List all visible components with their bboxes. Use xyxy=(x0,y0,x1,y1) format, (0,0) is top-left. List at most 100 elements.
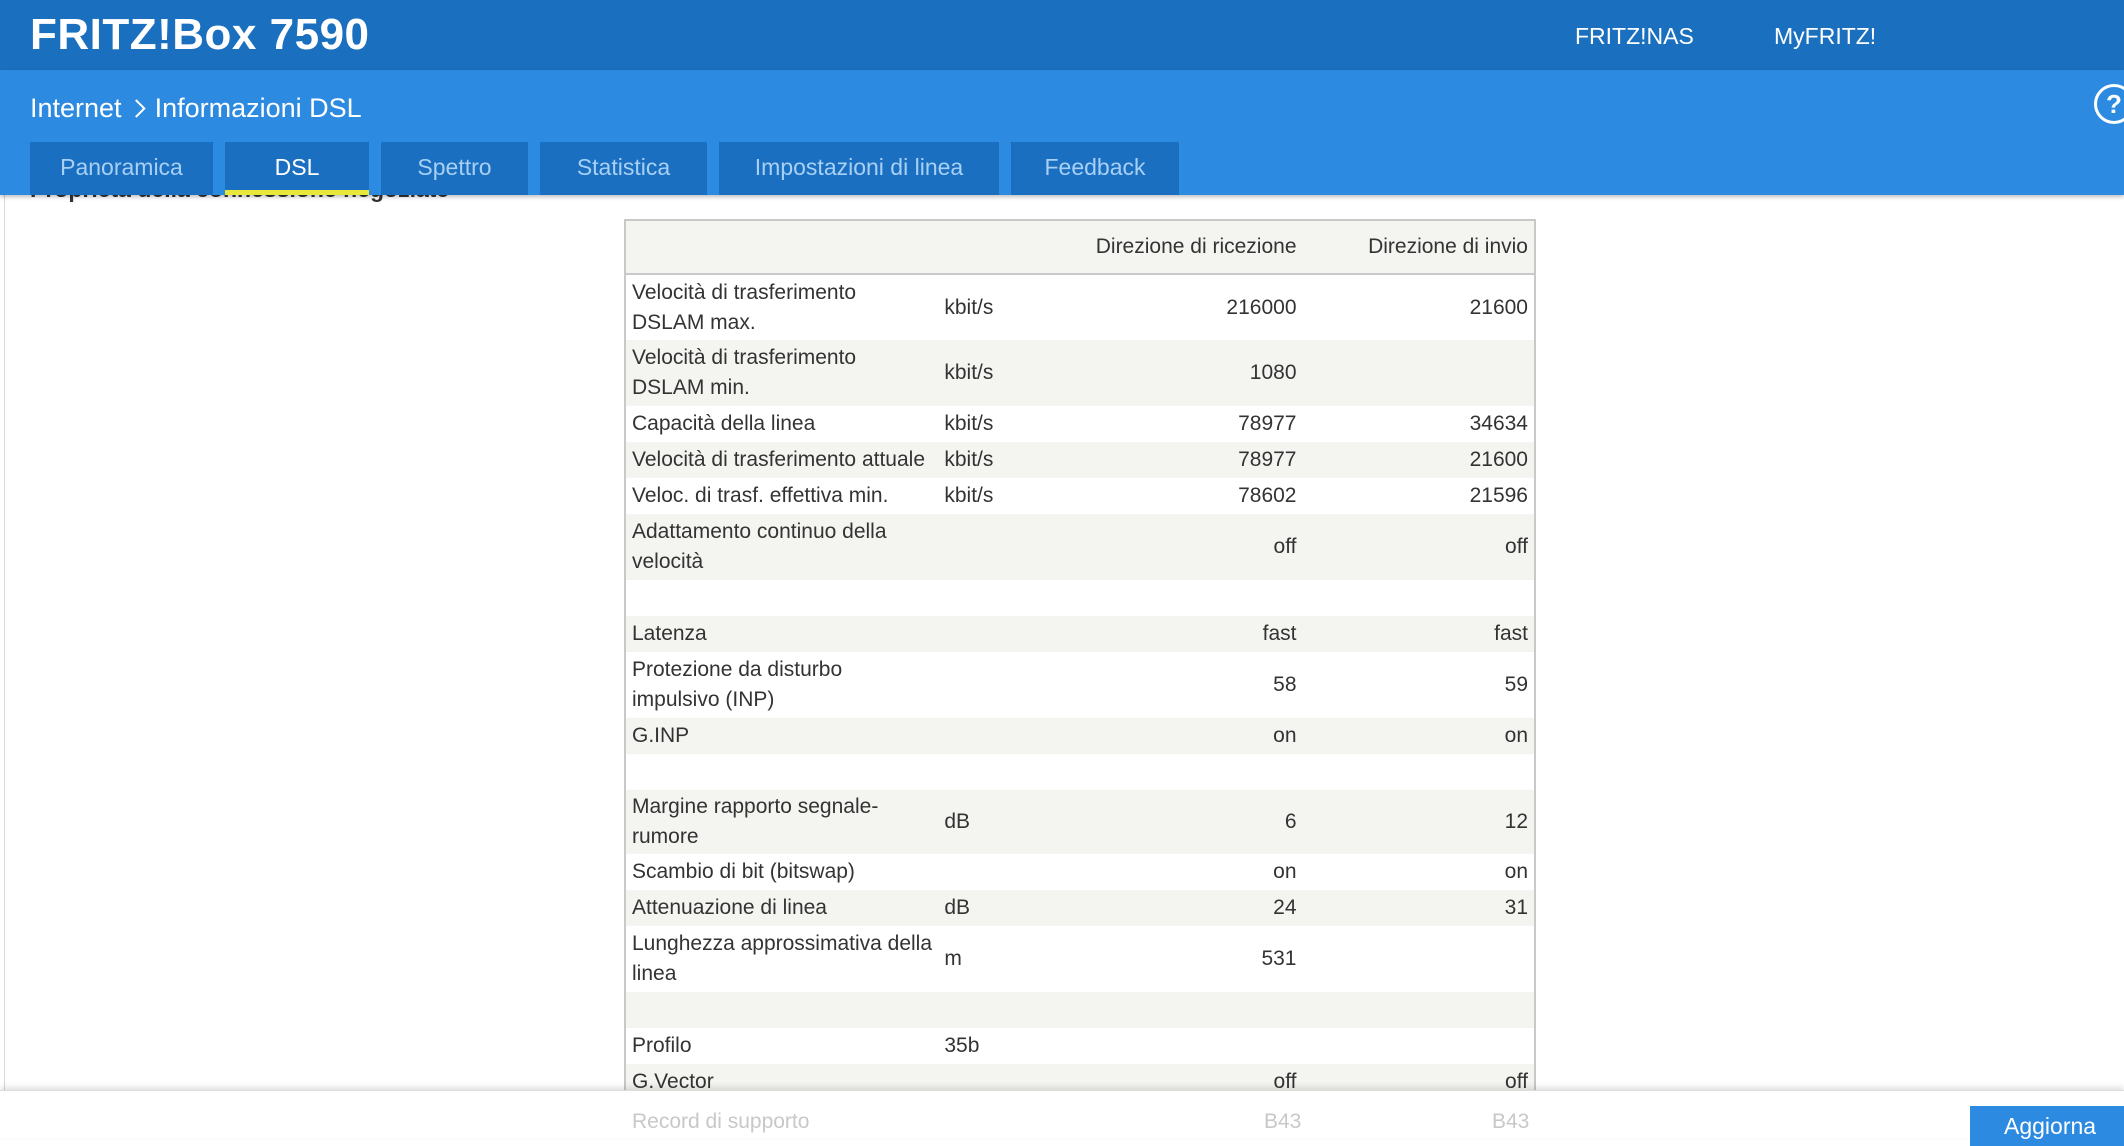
row-label: Velocità di trasferimento DSLAM min. xyxy=(632,346,857,399)
dsl-properties-table: Direzione di ricezione Direzione di invi… xyxy=(624,219,1536,1101)
row-unit: kbit/s xyxy=(944,412,994,435)
table-row: Attenuazione di linea dB 24 31 xyxy=(625,890,1535,926)
row-rx-value: 1080 xyxy=(1249,361,1297,384)
table-row: Protezione da disturbo impulsivo (INP) 5… xyxy=(625,652,1535,718)
row-label: Veloc. di trasf. effettiva min. xyxy=(632,484,889,507)
row-tx-value: 21596 xyxy=(1469,484,1528,507)
row-unit xyxy=(938,580,1058,616)
row-rx-value xyxy=(1058,1028,1302,1064)
row-label: G.INP xyxy=(632,724,690,747)
row-rx-value: 58 xyxy=(1273,673,1297,696)
row-rx-value: 78977 xyxy=(1238,448,1297,471)
row-tx-value xyxy=(1303,340,1536,406)
row-rx-value: 6 xyxy=(1284,810,1297,833)
row-rx-value: on xyxy=(1273,724,1297,747)
row-rx-value: 216000 xyxy=(1226,295,1297,319)
tab-impostazioni-di-linea[interactable]: Impostazioni di linea xyxy=(719,142,999,195)
row-tx-value: on xyxy=(1504,724,1528,747)
row-tx-value xyxy=(1303,926,1536,992)
table-spacer-row xyxy=(625,580,1535,616)
row-rx-value: 78977 xyxy=(1238,412,1297,435)
tab-spettro[interactable]: Spettro xyxy=(381,142,528,195)
row-tx-value: 34634 xyxy=(1469,412,1528,435)
row-tx-value: 59 xyxy=(1504,673,1528,696)
header-rx: Direzione di ricezione xyxy=(1058,220,1303,275)
table-row: Velocità di trasferimento DSLAM min. kbi… xyxy=(625,340,1535,406)
table-row: Adattamento continuo della velocità off … xyxy=(625,514,1535,580)
myfritz-link[interactable]: MyFRITZ! xyxy=(1774,23,1877,49)
row-label: Velocità di trasferimento DSLAM max. xyxy=(632,280,857,334)
row-unit xyxy=(938,992,1058,1028)
row-tx-value: 12 xyxy=(1504,810,1528,833)
header-label xyxy=(625,220,939,275)
row-label: Scambio di bit (bitswap) xyxy=(632,860,855,883)
row-tx-value: 21600 xyxy=(1469,295,1528,319)
row-tx-value: off xyxy=(1505,535,1528,558)
row-rx-value: on xyxy=(1273,860,1297,883)
row-label: Capacità della linea xyxy=(632,412,816,435)
row-unit: dB xyxy=(944,896,971,919)
update-button[interactable]: Aggiorna xyxy=(1970,1106,2124,1146)
brand-logo[interactable]: FRITZ!Box 7590 xyxy=(30,10,370,59)
row-unit: 35b xyxy=(944,1034,980,1057)
row-label: Attenuazione di linea xyxy=(632,896,827,919)
row-rx-value xyxy=(1058,580,1302,616)
faded-row-tx-value: B43 xyxy=(1492,1110,1530,1133)
row-unit: kbit/s xyxy=(944,484,994,507)
tab-panoramica[interactable]: Panoramica xyxy=(30,142,213,195)
table-row: Margine rapporto segnale-rumore dB 6 12 xyxy=(625,790,1535,854)
row-tx-value: on xyxy=(1504,860,1528,883)
breadcrumb-internet[interactable]: Internet xyxy=(30,93,122,123)
tab-statistica[interactable]: Statistica xyxy=(540,142,707,195)
row-tx-value: off xyxy=(1505,1069,1528,1093)
row-unit xyxy=(938,514,1058,580)
fritz-nas-link[interactable]: FRITZ!NAS xyxy=(1575,23,1694,49)
row-label: Profilo xyxy=(632,1034,692,1057)
header-unit xyxy=(938,220,1059,275)
row-rx-value: fast xyxy=(1262,622,1297,645)
row-unit: kbit/s xyxy=(944,295,994,319)
row-tx-value: 31 xyxy=(1504,896,1528,919)
row-label xyxy=(625,992,938,1028)
chevron-right-icon xyxy=(126,98,146,118)
table-row: Latenza fast fast xyxy=(625,616,1535,652)
row-unit: m xyxy=(944,947,962,970)
row-label: Latenza xyxy=(632,622,707,645)
row-tx-value xyxy=(1303,754,1536,790)
table-row: Veloc. di trasf. effettiva min. kbit/s 7… xyxy=(625,478,1535,514)
tab-bar: Panoramica DSL Spettro Statistica Impost… xyxy=(30,142,1191,195)
table-header-row: Direzione di ricezione Direzione di invi… xyxy=(625,220,1535,275)
table-row: Profilo 35b xyxy=(625,1028,1535,1064)
row-unit: kbit/s xyxy=(944,448,994,471)
row-label xyxy=(625,580,938,616)
row-rx-value: off xyxy=(1273,1069,1297,1093)
faded-row-rx-value: B43 xyxy=(1264,1110,1302,1133)
row-rx-value xyxy=(1058,754,1302,790)
table-row: G.INP on on xyxy=(625,718,1535,754)
table-spacer-row xyxy=(625,754,1535,790)
row-label: Margine rapporto segnale-rumore xyxy=(632,795,879,848)
row-unit xyxy=(938,616,1058,652)
table-row: Capacità della linea kbit/s 78977 34634 xyxy=(625,406,1535,442)
tab-dsl[interactable]: DSL xyxy=(225,142,369,195)
row-rx-value xyxy=(1058,992,1302,1028)
row-tx-value xyxy=(1303,1028,1536,1064)
row-tx-value: 21600 xyxy=(1469,448,1528,471)
table-row: Velocità di trasferimento attuale kbit/s… xyxy=(625,442,1535,478)
row-unit xyxy=(938,652,1058,718)
row-label: Lunghezza approssimativa della linea xyxy=(632,932,933,985)
tab-feedback[interactable]: Feedback xyxy=(1011,142,1179,195)
row-label: Protezione da disturbo impulsivo (INP) xyxy=(632,658,843,711)
table-row: Scambio di bit (bitswap) on on xyxy=(625,854,1535,890)
row-label: G.Vector xyxy=(632,1069,714,1093)
breadcrumb: Internet Informazioni DSL xyxy=(30,90,362,126)
help-icon[interactable]: ? xyxy=(2094,84,2124,124)
row-label: Velocità di trasferimento attuale xyxy=(632,448,925,471)
table-spacer-row xyxy=(625,992,1535,1028)
row-tx-value xyxy=(1303,580,1536,616)
page-title: Informazioni DSL xyxy=(154,93,362,123)
faded-row-label: Record di supporto xyxy=(632,1110,810,1133)
footer-bar xyxy=(0,1090,2124,1138)
row-unit: kbit/s xyxy=(944,361,994,384)
row-label xyxy=(625,754,938,790)
